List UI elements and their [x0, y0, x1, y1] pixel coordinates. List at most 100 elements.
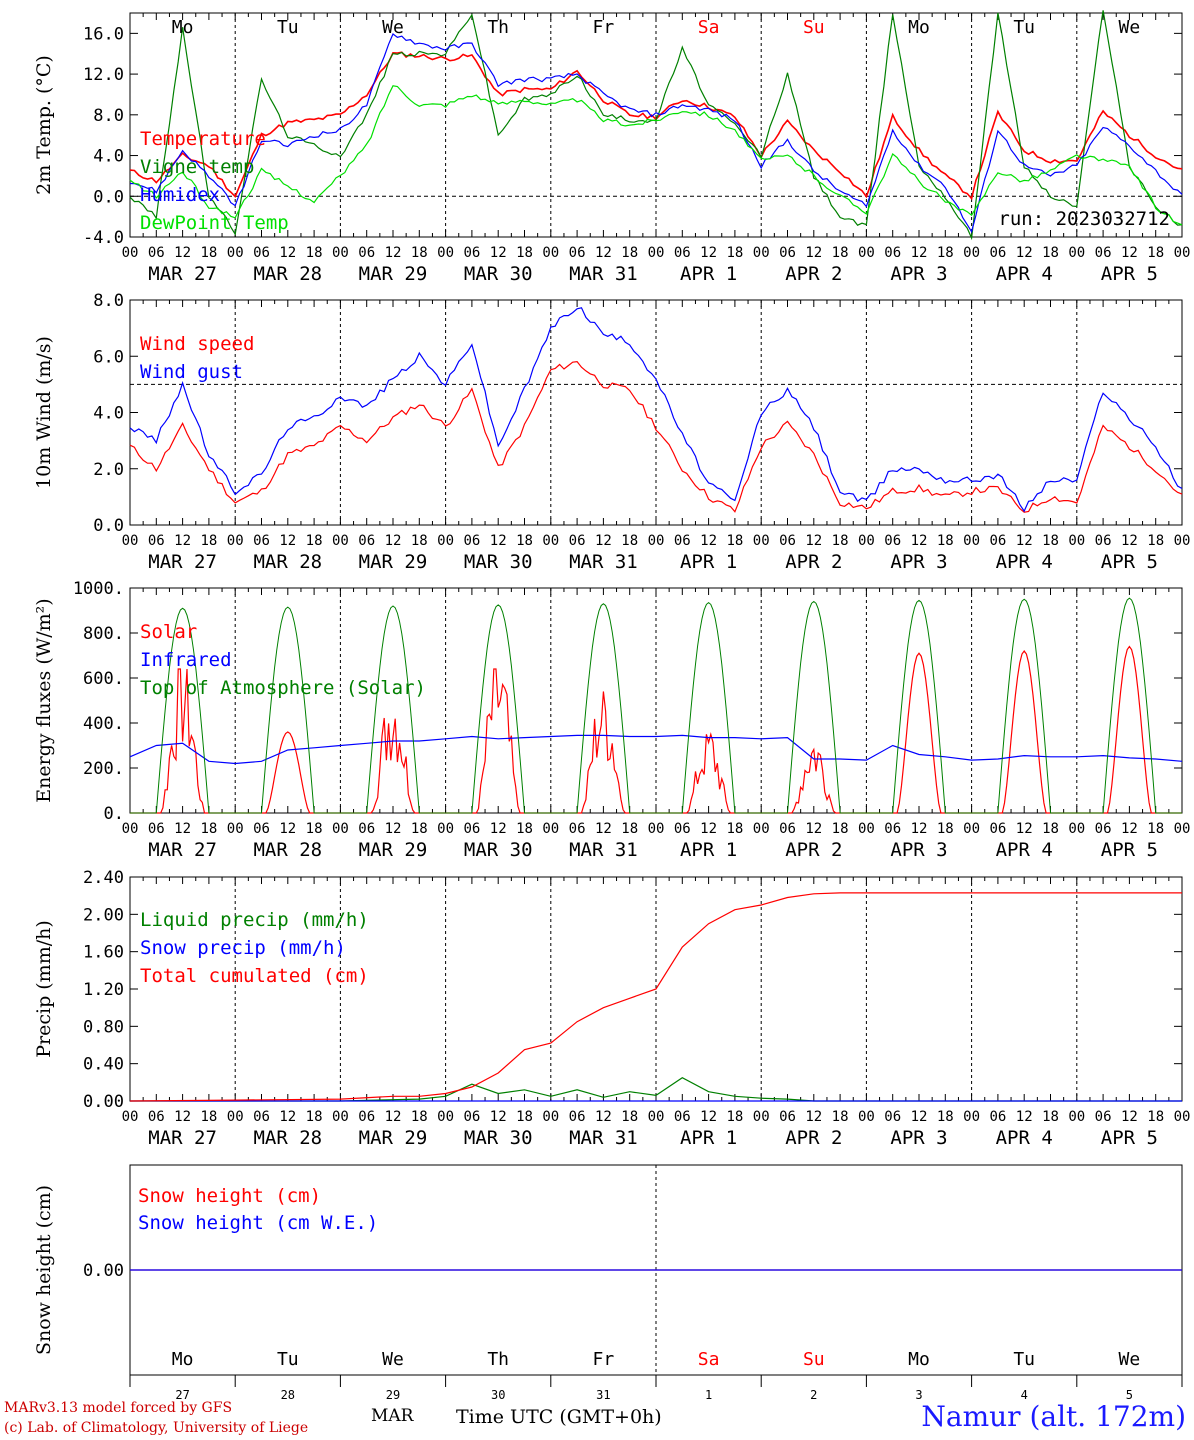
legend-entry: Vigne temp	[140, 156, 254, 178]
date-label: APR 4	[996, 1127, 1053, 1149]
date-label: MAR 28	[253, 263, 322, 285]
hour-tick-label: 12	[279, 533, 296, 549]
hour-tick-label: 12	[911, 821, 928, 837]
y-tick-label: 0.0	[93, 187, 124, 207]
hour-tick-label: 18	[937, 245, 954, 261]
hour-tick-label: 18	[726, 821, 743, 837]
date-label: MAR 29	[359, 1127, 428, 1149]
date-label: MAR 28	[253, 551, 322, 573]
hour-tick-label: 12	[805, 533, 822, 549]
hour-tick-label: 12	[805, 245, 822, 261]
hour-tick-label: 18	[306, 533, 323, 549]
y-axis-label: Energy fluxes (W/m²)	[33, 598, 55, 802]
hour-tick-label: 18	[200, 1109, 217, 1125]
hour-tick-label: 00	[437, 533, 454, 549]
hour-tick-label: 18	[937, 821, 954, 837]
hour-tick-label: 06	[358, 533, 375, 549]
hour-tick-label: 12	[700, 245, 717, 261]
hour-tick-label: 12	[595, 821, 612, 837]
hour-tick-label: 06	[358, 1109, 375, 1125]
date-label: APR 5	[1101, 263, 1158, 285]
hour-tick-label: 00	[963, 245, 980, 261]
hour-tick-label: 00	[1068, 533, 1085, 549]
weekday-label: Su	[803, 17, 825, 38]
hour-tick-label: 06	[884, 821, 901, 837]
date-label: MAR 27	[148, 263, 217, 285]
day-number-label: 30	[491, 1388, 505, 1402]
hour-tick-label: 12	[385, 1109, 402, 1125]
y-tick-label: 8.0	[93, 291, 124, 311]
hour-tick-label: 06	[569, 245, 586, 261]
y-axis-label: Precip (mm/h)	[33, 920, 55, 1058]
panel-3	[129, 587, 1183, 814]
day-number-label: 3	[915, 1388, 922, 1402]
month-label: MAR	[371, 1406, 414, 1426]
weekday-label: We	[1119, 17, 1141, 38]
date-label: APR 4	[996, 263, 1053, 285]
hour-tick-label: 00	[753, 1109, 770, 1125]
date-label: APR 4	[996, 839, 1053, 861]
hour-tick-label: 18	[411, 1109, 428, 1125]
date-label: MAR 27	[148, 839, 217, 861]
hour-tick-label: 18	[726, 533, 743, 549]
y-tick-label: -4.0	[83, 228, 124, 248]
hour-tick-label: 12	[385, 821, 402, 837]
hour-tick-label: 00	[1068, 245, 1085, 261]
date-label: APR 4	[996, 551, 1053, 573]
hour-tick-label: 12	[174, 533, 191, 549]
hour-tick-label: 00	[437, 821, 454, 837]
hour-tick-label: 12	[805, 821, 822, 837]
legend-entry: Humidex	[140, 184, 220, 206]
hour-tick-label: 18	[621, 1109, 638, 1125]
hour-tick-label: 12	[1121, 245, 1138, 261]
y-tick-label: 600.	[83, 669, 124, 689]
panel-1	[129, 10, 1183, 241]
hour-tick-label: 06	[253, 245, 270, 261]
weekday-label: Tu	[1013, 1349, 1035, 1370]
y-tick-label: 400.	[83, 714, 124, 734]
date-label: APR 1	[680, 551, 737, 573]
y-tick-label: 6.0	[93, 347, 124, 367]
date-label: APR 2	[785, 263, 842, 285]
run-annotation: run: 2023032712	[998, 208, 1170, 230]
y-axis-label: 10m Wind (m/s)	[33, 336, 55, 489]
series-line	[129, 360, 1183, 513]
hour-tick-label: 18	[200, 821, 217, 837]
hour-tick-label: 12	[279, 245, 296, 261]
date-label: MAR 29	[359, 839, 428, 861]
hour-tick-label: 12	[595, 245, 612, 261]
date-label: APR 3	[890, 1127, 947, 1149]
y-tick-label: 0.00	[83, 1261, 124, 1281]
hour-tick-label: 12	[700, 533, 717, 549]
hour-tick-label: 06	[884, 533, 901, 549]
hour-tick-label: 12	[595, 533, 612, 549]
hour-tick-label: 06	[779, 821, 796, 837]
hour-tick-label: 18	[832, 533, 849, 549]
hour-tick-label: 06	[569, 533, 586, 549]
hour-tick-label: 00	[437, 245, 454, 261]
hour-tick-label: 18	[306, 1109, 323, 1125]
hour-tick-label: 18	[200, 533, 217, 549]
hour-tick-label: 18	[726, 245, 743, 261]
hour-tick-label: 00	[227, 533, 244, 549]
hour-tick-label: 18	[937, 1109, 954, 1125]
legend-entry: Infrared	[140, 649, 232, 671]
hour-tick-label: 00	[227, 821, 244, 837]
hour-tick-label: 18	[1042, 1109, 1059, 1125]
hour-tick-label: 12	[385, 245, 402, 261]
hour-tick-label: 06	[779, 1109, 796, 1125]
hour-tick-label: 18	[516, 821, 533, 837]
y-tick-label: 0.00	[83, 1092, 124, 1112]
legend-entry: Wind gust	[140, 361, 243, 383]
hour-tick-label: 18	[411, 821, 428, 837]
series-line	[130, 1077, 1182, 1102]
plot-frame	[129, 587, 1183, 814]
hour-tick-label: 06	[148, 533, 165, 549]
hour-tick-label: 06	[569, 1109, 586, 1125]
hour-tick-label: 12	[174, 245, 191, 261]
day-number-label: 5	[1126, 1388, 1133, 1402]
hour-tick-label: 18	[621, 533, 638, 549]
hour-tick-label: 18	[726, 1109, 743, 1125]
hour-tick-label: 12	[174, 821, 191, 837]
hour-tick-label: 06	[463, 1109, 480, 1125]
